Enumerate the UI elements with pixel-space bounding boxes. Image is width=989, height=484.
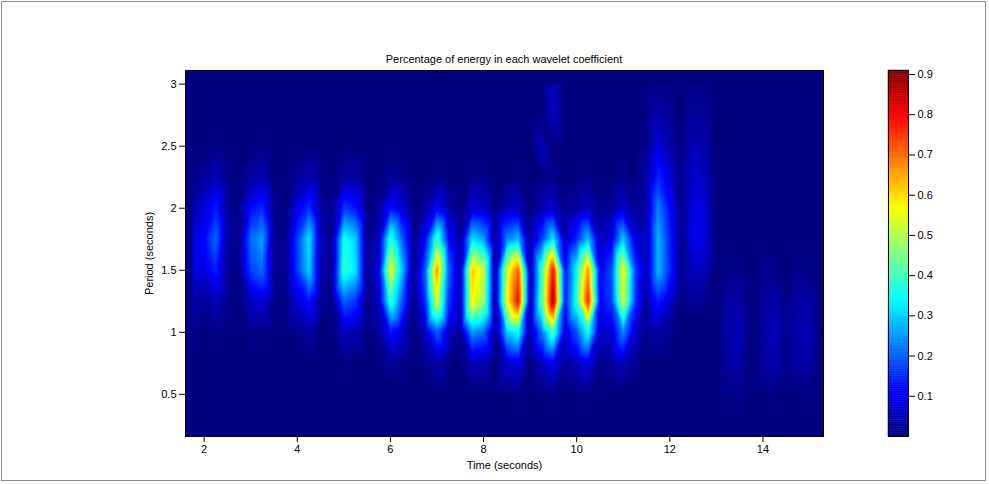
svg-text:0.5: 0.5	[918, 229, 933, 241]
svg-text:0.7: 0.7	[918, 148, 933, 160]
svg-text:0.2: 0.2	[918, 350, 933, 362]
svg-text:Time (seconds): Time (seconds)	[467, 459, 542, 471]
svg-text:0.9: 0.9	[918, 68, 933, 80]
svg-text:0.5: 0.5	[161, 388, 176, 400]
svg-text:1.5: 1.5	[161, 264, 176, 276]
svg-text:Period (seconds): Period (seconds)	[143, 212, 155, 295]
svg-text:0.1: 0.1	[918, 390, 933, 402]
svg-text:8: 8	[480, 443, 486, 455]
html-text:Percentage of energy in each w: Percentage of energy in each wavelet coe…	[385, 53, 623, 65]
svg-text:2: 2	[170, 202, 176, 214]
svg-text:0.6: 0.6	[918, 189, 933, 201]
svg-text:10: 10	[571, 443, 583, 455]
svg-text:3: 3	[170, 78, 176, 90]
svg-text:0.3: 0.3	[918, 309, 933, 321]
svg-text:2.5: 2.5	[161, 140, 176, 152]
svg-text:4: 4	[294, 443, 300, 455]
svg-text:14: 14	[757, 443, 769, 455]
svg-text:1: 1	[170, 326, 176, 338]
svg-text:0.8: 0.8	[918, 108, 933, 120]
svg-text:12: 12	[664, 443, 676, 455]
svg-text:6: 6	[387, 443, 393, 455]
svg-text:2: 2	[201, 443, 207, 455]
svg-text:0.4: 0.4	[918, 269, 933, 281]
